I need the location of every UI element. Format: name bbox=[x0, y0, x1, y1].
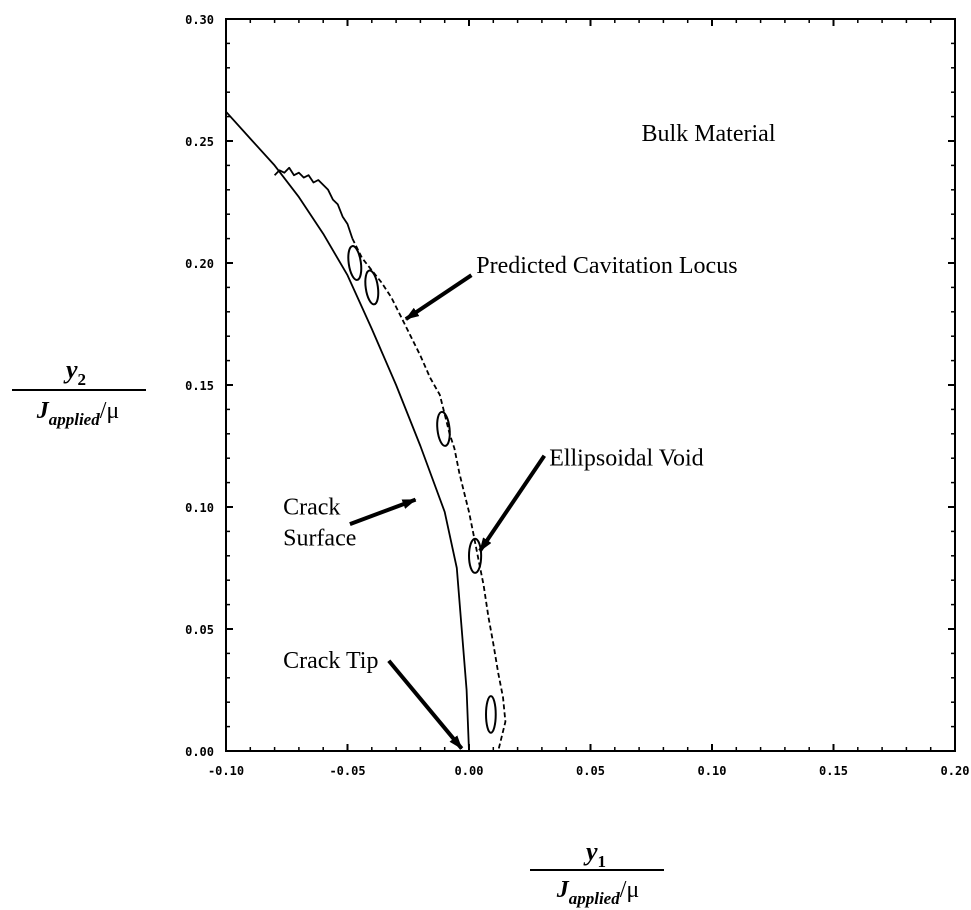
y-label-numerator: y bbox=[63, 355, 78, 384]
svg-text:y2: y2 bbox=[63, 355, 86, 389]
x-axis-label: y1 Japplied/μ bbox=[530, 837, 664, 908]
x-axis-ticks: -0.10 -0.05 0.00 0.05 0.10 0.15 0.20 bbox=[208, 19, 970, 778]
annotation-line: Bulk Material bbox=[642, 121, 776, 147]
annotation-line: Predicted Cavitation Locus bbox=[476, 253, 737, 279]
svg-text:Japplied/μ: Japplied/μ bbox=[36, 398, 120, 429]
x-label-numerator-sub: 1 bbox=[598, 852, 607, 871]
x-tick-label: 0.10 bbox=[698, 764, 727, 778]
y-label-denominator-tail: /μ bbox=[100, 398, 120, 424]
y-tick-label: 0.00 bbox=[185, 745, 214, 759]
annotation-label: Ellipsoidal Void bbox=[549, 446, 703, 472]
y-tick-label: 0.20 bbox=[185, 257, 214, 271]
x-tick-label: -0.10 bbox=[208, 764, 244, 778]
ellipsoidal-void-marker bbox=[485, 695, 497, 734]
annotation-line: Crack bbox=[283, 494, 340, 520]
plot-frame bbox=[225, 18, 956, 752]
y-axis-label: y2 Japplied/μ bbox=[12, 355, 146, 429]
annotation-label: Predicted Cavitation Locus bbox=[476, 253, 737, 279]
ellipsoidal-void-marker bbox=[347, 245, 363, 281]
annotation-label: Crack Tip bbox=[283, 648, 378, 674]
series-line-1 bbox=[225, 111, 470, 752]
x-label-denominator-tail: /μ bbox=[620, 877, 640, 903]
y-tick-label: 0.10 bbox=[185, 501, 214, 515]
ellipsoidal-void-marker bbox=[436, 410, 451, 447]
annotation-arrow bbox=[387, 659, 464, 750]
annotation-arrow bbox=[349, 497, 417, 526]
annotation-arrow bbox=[404, 273, 473, 321]
y-label-numerator-sub: 2 bbox=[78, 370, 87, 389]
x-label-denominator: J bbox=[556, 877, 570, 903]
ellipsoidal-void-marker bbox=[364, 269, 380, 306]
annotation-layer: Bulk Material Predicted Cavitation Locus E… bbox=[283, 121, 776, 750]
x-tick-label: 0.20 bbox=[941, 764, 970, 778]
y-tick-label: 0.30 bbox=[185, 13, 214, 27]
annotation-line: Ellipsoidal Void bbox=[549, 446, 703, 472]
x-tick-label: 0.00 bbox=[455, 764, 484, 778]
x-tick-label: 0.15 bbox=[819, 764, 848, 778]
annotation-line: Crack Tip bbox=[283, 648, 378, 674]
plot-border bbox=[225, 18, 956, 752]
x-label-numerator: y bbox=[583, 837, 598, 866]
y-tick-label: 0.25 bbox=[185, 135, 214, 149]
y-tick-label: 0.15 bbox=[185, 379, 214, 393]
x-tick-label: -0.05 bbox=[329, 764, 365, 778]
series-line-2 bbox=[273, 166, 354, 239]
annotation-label: Crack Surface bbox=[283, 494, 356, 551]
x-tick-label: 0.05 bbox=[576, 764, 605, 778]
annotation-label: Bulk Material bbox=[642, 121, 776, 147]
y-tick-label: 0.05 bbox=[185, 623, 214, 637]
annotation-arrow bbox=[478, 454, 546, 553]
annotation-line: Surface bbox=[283, 525, 356, 551]
svg-text:Japplied/μ: Japplied/μ bbox=[556, 877, 640, 908]
void-layer bbox=[347, 245, 497, 734]
series-line-3 bbox=[351, 238, 507, 752]
ellipsoidal-void-marker bbox=[468, 537, 483, 574]
y-label-denominator: J bbox=[36, 398, 50, 424]
y-axis-ticks: 0.00 0.05 0.10 0.15 0.20 0.25 0.30 bbox=[185, 13, 955, 759]
series-layer bbox=[225, 111, 507, 752]
y-label-denominator-sub: applied bbox=[49, 410, 100, 429]
svg-text:y1: y1 bbox=[583, 837, 606, 871]
x-label-denominator-sub: applied bbox=[569, 889, 620, 908]
